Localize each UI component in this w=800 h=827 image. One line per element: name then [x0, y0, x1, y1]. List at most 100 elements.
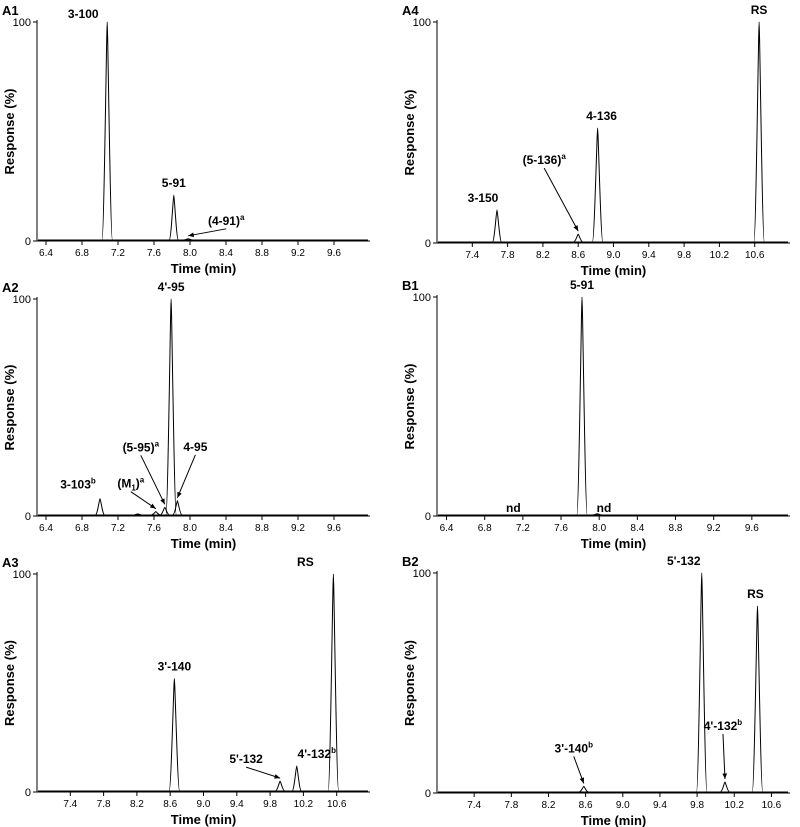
y-tick-label: 0: [425, 238, 431, 250]
peak-3100: [101, 21, 113, 241]
x-tick-label: 10.6: [762, 800, 782, 811]
x-tick-label: 10.6: [327, 799, 347, 810]
x-tick-label: 6.4: [440, 523, 454, 534]
x-tick-label: 9.4: [653, 800, 667, 811]
note-label: nd: [506, 501, 521, 515]
x-tick-label: 8.2: [130, 799, 144, 810]
y-axis-label: Response (%): [2, 365, 17, 451]
peak-595: [160, 506, 170, 516]
x-tick-label: 8.0: [183, 248, 197, 259]
x-tick-label: 9.8: [263, 799, 277, 810]
x-tick-label: 9.2: [291, 523, 305, 534]
peak-4136: [591, 127, 604, 243]
peak-label: (4-91)a: [208, 213, 245, 228]
y-tick-label: 0: [25, 236, 31, 248]
x-tick-label: 8.4: [630, 523, 644, 534]
peak-3140: [579, 785, 589, 793]
x-tick-label: 8.8: [255, 523, 269, 534]
x-tick-label: 10.2: [725, 800, 745, 811]
panel-label: A1: [2, 3, 19, 18]
x-tick-label: 6.8: [478, 523, 492, 534]
panel-b1: B1 0 100 6.4 6.8 7.2 7.6 8.0 8.4 8.8 9.2 9.6 Time (m…: [402, 278, 790, 551]
y-tick-label: 0: [25, 787, 31, 799]
x-tick-label: 8.6: [579, 800, 593, 811]
x-tick-label: 10.2: [710, 250, 730, 261]
x-tick-label: 8.0: [592, 523, 606, 534]
x-axis-label: Time (min): [581, 813, 647, 827]
peak-3103: [94, 498, 106, 516]
x-tick-label: 8.4: [219, 248, 233, 259]
peak-591: [576, 296, 588, 516]
peak-label: RS: [751, 3, 768, 17]
panel-a2: A2 0 100 6.4 6.8 7.2 7.6 8.0 8.4 8.8 9.2 9.6 Time (m…: [2, 280, 370, 551]
panel-label: A4: [402, 3, 419, 18]
peak-4132: [720, 781, 730, 793]
arrow-line: [176, 454, 196, 499]
x-axis-label: Time (min): [171, 536, 237, 551]
x-tick-label: 8.2: [542, 800, 556, 811]
peak-label: RS: [297, 555, 314, 569]
x-axis-label: Time (min): [581, 536, 647, 551]
peak-4132: [291, 765, 302, 792]
peak-591: [168, 194, 179, 241]
peak-label: 3-150: [468, 191, 499, 205]
x-tick-label: 6.8: [75, 523, 89, 534]
y-tick-label: 100: [13, 294, 31, 306]
peak-label: 3'-140b: [555, 740, 594, 755]
x-tick-label: 6.4: [39, 523, 53, 534]
peak-label: 5'-132: [229, 752, 263, 766]
peak-495: [172, 500, 183, 516]
peak-RS: [327, 573, 340, 792]
arrow-head: [160, 498, 165, 505]
peak-5132: [696, 572, 708, 793]
x-axis-label: Time (min): [171, 261, 237, 276]
panel-a1: A1 0 100 6.4 6.8 7.2 7.6 8.0 8.4 8.8 9.2 9.6 Time (m…: [2, 3, 370, 276]
x-tick-label: 7.8: [504, 800, 518, 811]
x-tick-label: 9.8: [677, 250, 691, 261]
x-axis-label: Time (min): [581, 263, 647, 278]
peak-label: 5'-132: [667, 554, 701, 568]
x-tick-label: 9.0: [607, 250, 621, 261]
peak-label: 3'-140: [158, 660, 192, 674]
peak-5132: [275, 780, 285, 792]
peak-label: 4-95: [183, 440, 207, 454]
peak-5136: [573, 233, 584, 243]
peak-495: [165, 298, 177, 516]
x-tick-label: 9.8: [690, 800, 704, 811]
arrow-head: [177, 491, 182, 498]
peak-label: (5-95)a: [123, 439, 160, 454]
arrow-head: [149, 503, 156, 509]
x-tick-label: 8.6: [163, 799, 177, 810]
arrow-head: [573, 225, 579, 232]
x-tick-label: 9.6: [327, 523, 341, 534]
arrow-head: [722, 773, 728, 779]
y-tick-label: 100: [413, 17, 431, 29]
x-tick-label: 7.6: [147, 248, 161, 259]
panel-a4: A4 0 100 7.4 7.8 8.2 8.6 9.0 9.4 9.8 10.2 10.6 Time …: [402, 3, 790, 278]
arrow-head: [579, 777, 585, 784]
peak-label: (M1)a: [117, 476, 144, 493]
peak-3150: [491, 209, 503, 243]
arrow-line: [722, 733, 726, 780]
y-axis-label: Response (%): [402, 640, 417, 726]
peak-minor: [133, 513, 143, 516]
peak-label: 4'-132b: [298, 746, 337, 761]
peak-491: [183, 238, 193, 241]
note-label: nd: [597, 501, 612, 515]
x-tick-label: 7.4: [465, 250, 479, 261]
panel-b2: B2 0 100 7.4 7.8 8.2 8.6 9.0 9.4 9.8 10.2 10.6 Time …: [402, 554, 790, 827]
x-tick-label: 9.4: [230, 799, 244, 810]
panel-label: B1: [402, 278, 419, 293]
y-tick-label: 0: [425, 511, 431, 523]
y-tick-label: 0: [425, 788, 431, 800]
y-tick-label: 100: [413, 568, 431, 580]
peak-label: 4'-132b: [704, 718, 743, 733]
x-tick-label: 7.4: [63, 799, 77, 810]
x-tick-label: 8.4: [219, 523, 233, 534]
x-tick-label: 7.4: [467, 800, 481, 811]
x-tick-label: 6.4: [39, 248, 53, 259]
panel-label: A2: [2, 280, 19, 295]
x-tick-label: 9.2: [707, 523, 721, 534]
x-tick-label: 9.0: [197, 799, 211, 810]
